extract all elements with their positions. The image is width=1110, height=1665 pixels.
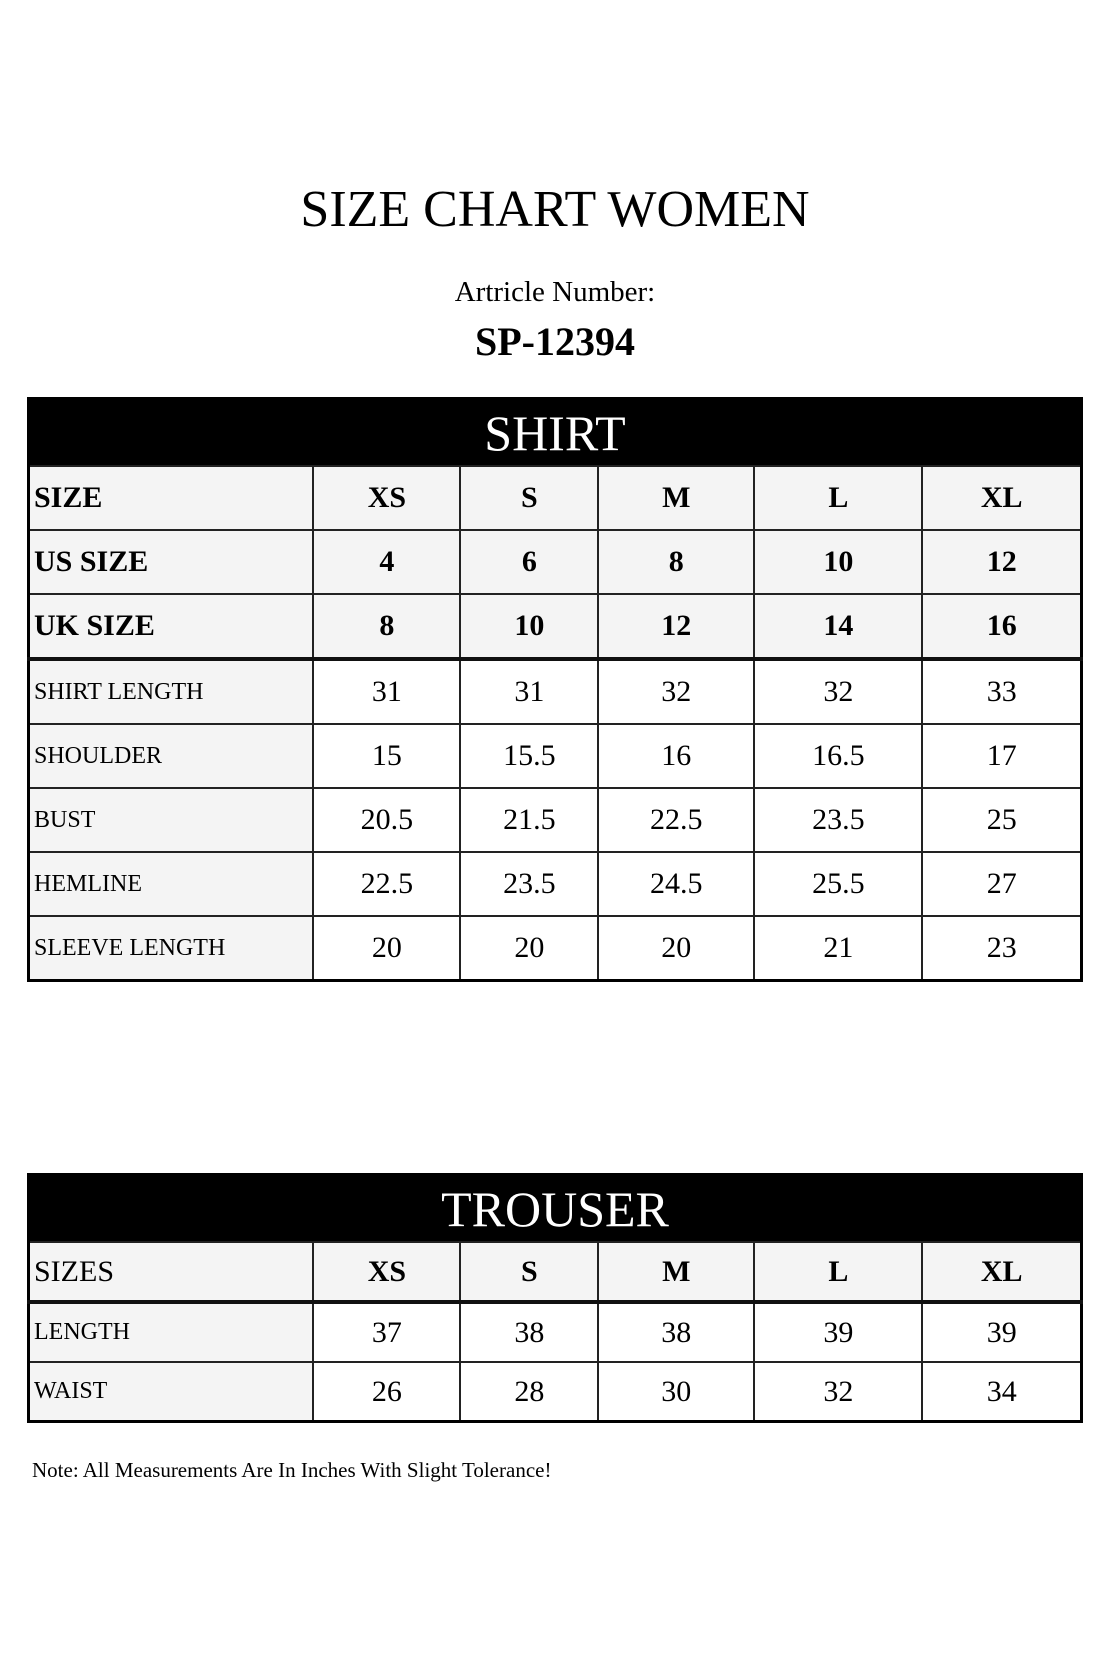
- row-label: BUST: [27, 787, 315, 853]
- table-cell: S: [459, 1241, 600, 1303]
- table-cell: 32: [753, 1361, 924, 1423]
- table-cell: 34: [921, 1361, 1083, 1423]
- table-cell: 6: [459, 529, 600, 595]
- table-row: BUST 20.5 21.5 22.5 23.5 25: [27, 787, 1083, 853]
- table-row: SHIRT LENGTH 31 31 32 32 33: [27, 657, 1083, 725]
- table-cell: 37: [312, 1300, 462, 1363]
- table-cell: 16: [921, 593, 1083, 660]
- row-label: LENGTH: [27, 1300, 315, 1363]
- table-header-row: US SIZE 4 6 8 10 12: [27, 529, 1083, 595]
- table-cell: S: [459, 465, 600, 531]
- table-cell: 8: [312, 593, 462, 660]
- table-cell: 10: [753, 529, 924, 595]
- table-cell: 22.5: [597, 787, 756, 853]
- table-cell: 28: [459, 1361, 600, 1423]
- row-label: US SIZE: [27, 529, 315, 595]
- table-cell: 30: [597, 1361, 756, 1423]
- table-cell: 26: [312, 1361, 462, 1423]
- row-label: HEMLINE: [27, 851, 315, 917]
- table-cell: XS: [312, 1241, 462, 1303]
- page-title: SIZE CHART WOMEN: [300, 181, 810, 238]
- table-header-row: UK SIZE 8 10 12 14 16: [27, 593, 1083, 660]
- table-cell: 20: [597, 915, 756, 982]
- row-label: WAIST: [27, 1361, 315, 1423]
- table-cell: 27: [921, 851, 1083, 917]
- trouser-table-heading: TROUSER: [28, 1174, 1082, 1242]
- table-cell: 23.5: [459, 851, 600, 917]
- article-number: SP-12394: [475, 319, 635, 364]
- table-row: WAIST 26 28 30 32 34: [27, 1361, 1083, 1423]
- table-cell: 39: [753, 1300, 924, 1363]
- trouser-size-table: TROUSER SIZES XS S M L XL LENGTH 37 38 38 39 39 WAIS…: [27, 1173, 1083, 1423]
- table-cell: 31: [459, 657, 600, 725]
- table-cell: 22.5: [312, 851, 462, 917]
- table-cell: 12: [921, 529, 1083, 595]
- table-row: SLEEVE LENGTH 20 20 20 21 23: [27, 915, 1083, 982]
- table-cell: M: [597, 465, 756, 531]
- row-label: SHOULDER: [27, 723, 315, 789]
- table-header-row: SIZES XS S M L XL: [27, 1241, 1083, 1303]
- table-cell: 21: [753, 915, 924, 982]
- table-cell: 25.5: [753, 851, 924, 917]
- table-cell: 20.5: [312, 787, 462, 853]
- shirt-size-table: SHIRT SIZE XS S M L XL US SIZE 4 6 8 10 12 UK SIZE 8 1…: [27, 397, 1083, 982]
- table-cell: 16: [597, 723, 756, 789]
- row-label: SIZES: [27, 1241, 315, 1303]
- table-header-row: SIZE XS S M L XL: [27, 465, 1083, 531]
- table-cell: 17: [921, 723, 1083, 789]
- table-cell: 20: [312, 915, 462, 982]
- table-cell: 32: [597, 657, 756, 725]
- table-cell: XS: [312, 465, 462, 531]
- row-label: UK SIZE: [27, 593, 315, 660]
- table-cell: 38: [459, 1300, 600, 1363]
- table-row: LENGTH 37 38 38 39 39: [27, 1300, 1083, 1363]
- row-label: SLEEVE LENGTH: [27, 915, 315, 982]
- table-cell: L: [753, 1241, 924, 1303]
- table-cell: 31: [312, 657, 462, 725]
- table-cell: 4: [312, 529, 462, 595]
- article-number-label: Artricle Number:: [454, 276, 656, 308]
- table-cell: 16.5: [753, 723, 924, 789]
- table-cell: L: [753, 465, 924, 531]
- table-cell: 25: [921, 787, 1083, 853]
- table-cell: 39: [921, 1300, 1083, 1363]
- table-cell: 23.5: [753, 787, 924, 853]
- table-cell: 8: [597, 529, 756, 595]
- table-cell: M: [597, 1241, 756, 1303]
- table-row: SHOULDER 15 15.5 16 16.5 17: [27, 723, 1083, 789]
- table-cell: 33: [921, 657, 1083, 725]
- shirt-table-heading: SHIRT: [28, 398, 1082, 466]
- row-label: SHIRT LENGTH: [27, 657, 315, 725]
- table-row: HEMLINE 22.5 23.5 24.5 25.5 27: [27, 851, 1083, 917]
- measurement-note: Note: All Measurements Are In Inches Wit…: [32, 1458, 552, 1482]
- table-cell: 14: [753, 593, 924, 660]
- table-cell: 23: [921, 915, 1083, 982]
- table-cell: XL: [921, 465, 1083, 531]
- table-cell: 38: [597, 1300, 756, 1363]
- table-cell: XL: [921, 1241, 1083, 1303]
- table-cell: 15.5: [459, 723, 600, 789]
- table-cell: 32: [753, 657, 924, 725]
- table-cell: 24.5: [597, 851, 756, 917]
- table-cell: 10: [459, 593, 600, 660]
- row-label: SIZE: [27, 465, 315, 531]
- table-cell: 20: [459, 915, 600, 982]
- table-cell: 12: [597, 593, 756, 660]
- table-cell: 15: [312, 723, 462, 789]
- table-cell: 21.5: [459, 787, 600, 853]
